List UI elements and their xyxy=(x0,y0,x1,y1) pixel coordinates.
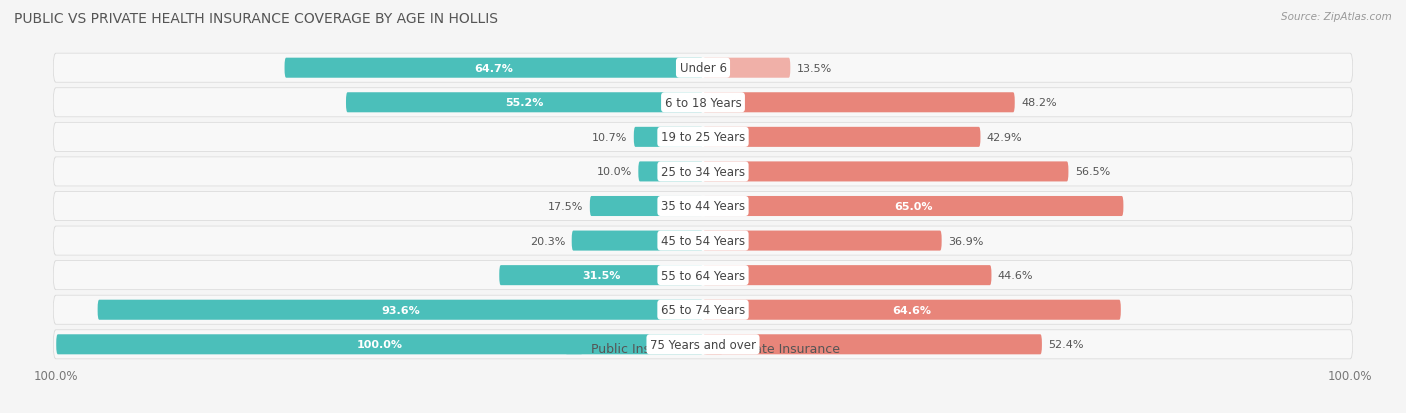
FancyBboxPatch shape xyxy=(53,55,1353,83)
FancyBboxPatch shape xyxy=(53,123,1353,152)
FancyBboxPatch shape xyxy=(53,227,1353,255)
Text: 93.6%: 93.6% xyxy=(381,305,420,315)
FancyBboxPatch shape xyxy=(53,226,1353,256)
FancyBboxPatch shape xyxy=(53,192,1353,221)
Text: 45 to 54 Years: 45 to 54 Years xyxy=(661,235,745,247)
FancyBboxPatch shape xyxy=(53,261,1353,290)
Text: 48.2%: 48.2% xyxy=(1021,98,1057,108)
Text: 10.7%: 10.7% xyxy=(592,133,627,142)
FancyBboxPatch shape xyxy=(703,335,1042,354)
Text: Under 6: Under 6 xyxy=(679,62,727,75)
FancyBboxPatch shape xyxy=(97,300,703,320)
FancyBboxPatch shape xyxy=(703,128,980,147)
Text: 36.9%: 36.9% xyxy=(948,236,984,246)
FancyBboxPatch shape xyxy=(703,162,1069,182)
FancyBboxPatch shape xyxy=(53,295,1353,325)
FancyBboxPatch shape xyxy=(56,335,703,354)
FancyBboxPatch shape xyxy=(53,54,1353,83)
FancyBboxPatch shape xyxy=(703,59,790,78)
Text: 42.9%: 42.9% xyxy=(987,133,1022,142)
Text: PUBLIC VS PRIVATE HEALTH INSURANCE COVERAGE BY AGE IN HOLLIS: PUBLIC VS PRIVATE HEALTH INSURANCE COVER… xyxy=(14,12,498,26)
Text: 75 Years and over: 75 Years and over xyxy=(650,338,756,351)
FancyBboxPatch shape xyxy=(703,266,991,285)
Legend: Public Insurance, Private Insurance: Public Insurance, Private Insurance xyxy=(561,337,845,361)
Text: 64.7%: 64.7% xyxy=(474,64,513,74)
FancyBboxPatch shape xyxy=(53,261,1353,290)
Text: 56.5%: 56.5% xyxy=(1074,167,1111,177)
Text: 17.5%: 17.5% xyxy=(548,202,583,211)
FancyBboxPatch shape xyxy=(703,231,942,251)
FancyBboxPatch shape xyxy=(53,330,1353,359)
FancyBboxPatch shape xyxy=(284,59,703,78)
FancyBboxPatch shape xyxy=(53,158,1353,186)
FancyBboxPatch shape xyxy=(53,123,1353,152)
FancyBboxPatch shape xyxy=(703,93,1015,113)
FancyBboxPatch shape xyxy=(703,300,1121,320)
Text: 35 to 44 Years: 35 to 44 Years xyxy=(661,200,745,213)
Text: 13.5%: 13.5% xyxy=(797,64,832,74)
FancyBboxPatch shape xyxy=(53,192,1353,221)
FancyBboxPatch shape xyxy=(703,197,1123,216)
Text: 6 to 18 Years: 6 to 18 Years xyxy=(665,97,741,109)
FancyBboxPatch shape xyxy=(53,89,1353,117)
Text: 31.5%: 31.5% xyxy=(582,271,620,280)
FancyBboxPatch shape xyxy=(591,197,703,216)
Text: Source: ZipAtlas.com: Source: ZipAtlas.com xyxy=(1281,12,1392,22)
FancyBboxPatch shape xyxy=(53,296,1353,324)
Text: 19 to 25 Years: 19 to 25 Years xyxy=(661,131,745,144)
Text: 44.6%: 44.6% xyxy=(998,271,1033,280)
FancyBboxPatch shape xyxy=(634,128,703,147)
Text: 25 to 34 Years: 25 to 34 Years xyxy=(661,166,745,178)
Text: 55 to 64 Years: 55 to 64 Years xyxy=(661,269,745,282)
FancyBboxPatch shape xyxy=(53,157,1353,187)
FancyBboxPatch shape xyxy=(346,93,703,113)
Text: 20.3%: 20.3% xyxy=(530,236,565,246)
FancyBboxPatch shape xyxy=(638,162,703,182)
Text: 100.0%: 100.0% xyxy=(357,339,402,349)
FancyBboxPatch shape xyxy=(53,330,1353,358)
FancyBboxPatch shape xyxy=(53,88,1353,118)
Text: 55.2%: 55.2% xyxy=(505,98,544,108)
FancyBboxPatch shape xyxy=(499,266,703,285)
Text: 65 to 74 Years: 65 to 74 Years xyxy=(661,304,745,316)
Text: 10.0%: 10.0% xyxy=(596,167,631,177)
FancyBboxPatch shape xyxy=(572,231,703,251)
Text: 65.0%: 65.0% xyxy=(894,202,932,211)
Text: 52.4%: 52.4% xyxy=(1049,339,1084,349)
Text: 64.6%: 64.6% xyxy=(893,305,931,315)
